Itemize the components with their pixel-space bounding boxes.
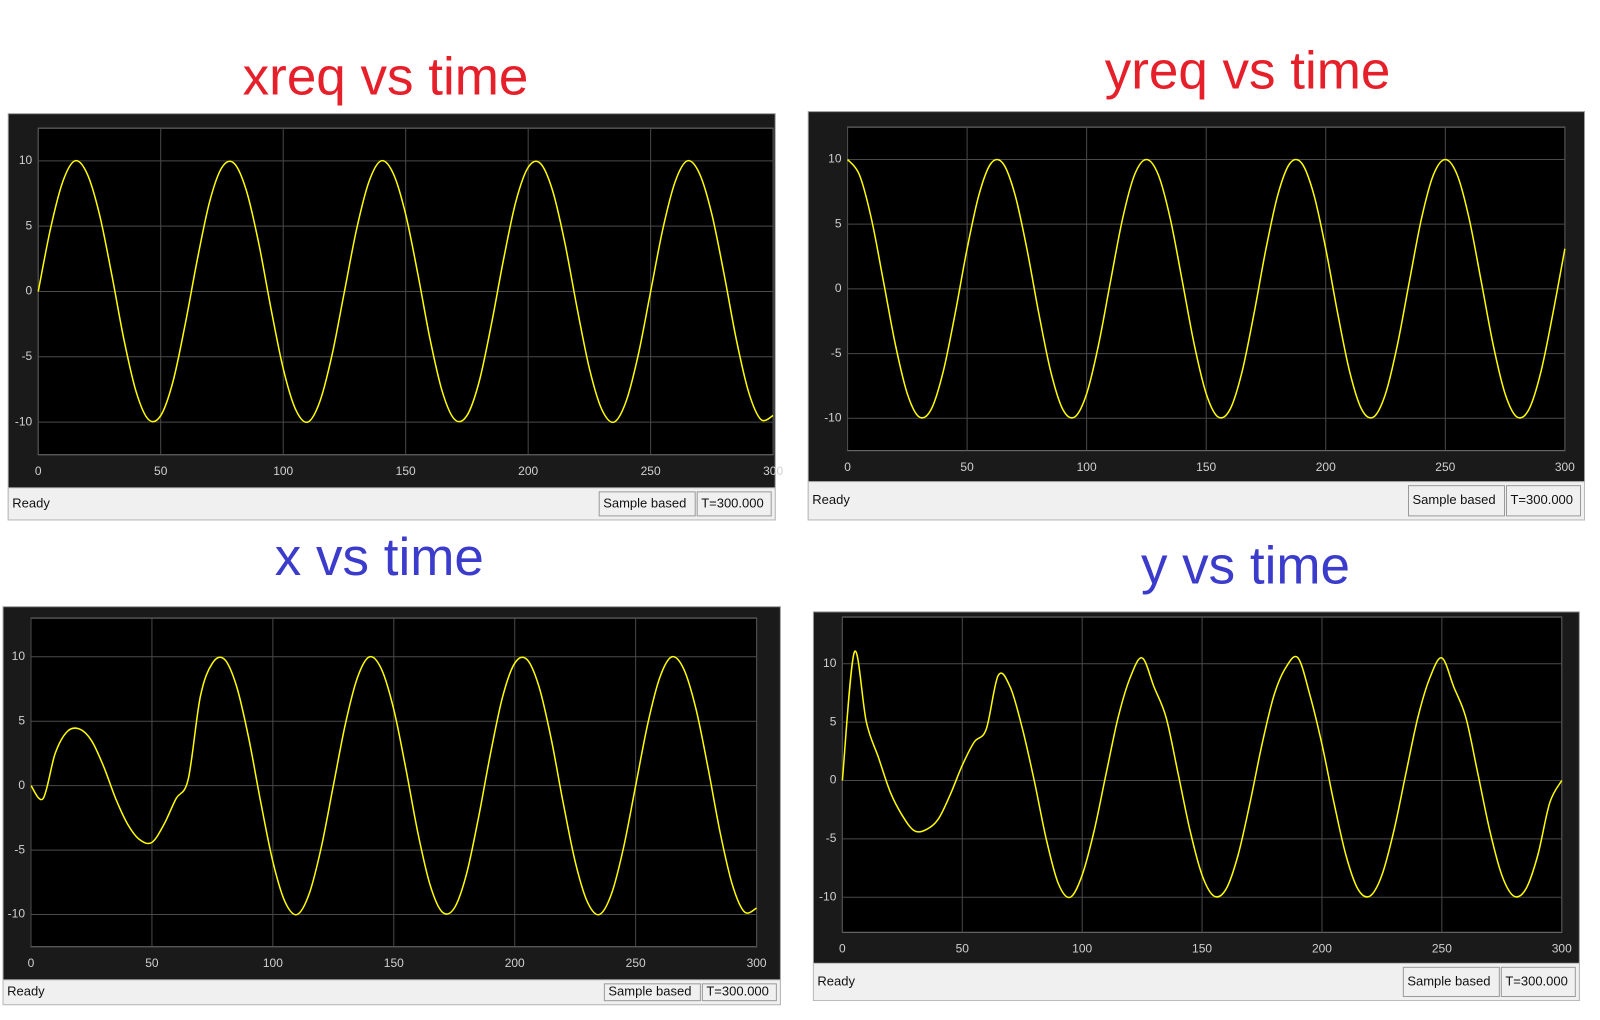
x-tick-label: 100 [273,464,293,478]
x-tick-label: 150 [1196,460,1216,474]
mode-text: Sample based [608,984,691,999]
x-tick-label: 50 [154,464,168,478]
mode-text: Sample based [1407,973,1490,988]
status-text: Ready [817,973,855,988]
x-tick-label: 150 [384,956,404,970]
y-tick-label: -5 [14,842,25,856]
time-box [696,491,772,517]
y-tick-label: 5 [830,714,837,728]
y-tick-label: -5 [826,831,837,845]
chart-title: y vs time [1141,537,1350,596]
x-tick-label: 300 [1555,460,1575,474]
x-tick-label: 100 [263,956,283,970]
y-tick-label: 0 [18,778,25,792]
x-tick-label: 200 [505,956,525,970]
y-tick-label: 10 [823,656,837,670]
time-box [1500,966,1576,998]
mode-box [1402,966,1500,998]
x-tick-label: 150 [396,464,416,478]
x-tick-label: 250 [641,464,661,478]
x-tick-label: 250 [1432,941,1452,955]
data-line [841,650,1563,899]
x-tick-label: 50 [956,941,970,955]
y-tick-label: 10 [828,152,842,166]
x-tick-label: 0 [28,956,35,970]
x-tick-label: 300 [747,956,767,970]
y-tick-label: -10 [824,410,842,424]
chart-title: xreq vs time [243,48,529,107]
x-tick-label: 200 [518,464,538,478]
time-box [1505,485,1581,517]
y-tick-label: -10 [819,889,837,903]
chart-title: yreq vs time [1105,41,1391,100]
x-tick-label: 250 [626,956,646,970]
status-text: Ready [7,984,45,999]
y-tick-label: 10 [19,153,33,167]
mode-box [1407,485,1505,517]
data-line [37,159,774,424]
status-text: Ready [12,495,50,510]
mode-text: Sample based [1412,492,1495,507]
x-tick-label: 0 [844,460,851,474]
x-tick-label: 200 [1312,941,1332,955]
x-tick-label: 250 [1435,460,1455,474]
y-tick-label: 0 [830,773,837,787]
x-tick-label: 150 [1192,941,1212,955]
x-tick-label: 50 [960,460,974,474]
mode-box [603,983,701,1002]
x-tick-label: 100 [1072,941,1092,955]
y-tick-label: 5 [26,218,33,232]
time-box [701,983,777,1002]
y-tick-label: -5 [22,349,33,363]
time-text: T=300.000 [701,495,764,510]
time-text: T=300.000 [706,984,769,999]
chart-title: x vs time [275,528,484,587]
time-text: T=300.000 [1505,973,1568,988]
x-tick-label: 0 [839,941,846,955]
x-tick-label: 50 [145,956,159,970]
y-tick-label: -5 [831,346,842,360]
y-tick-label: -10 [8,907,26,921]
mode-text: Sample based [603,495,686,510]
x-tick-label: 300 [1552,941,1572,955]
y-tick-label: 5 [18,713,25,727]
data-line [30,655,757,916]
y-tick-label: 5 [835,216,842,230]
y-tick-label: -10 [15,414,33,428]
x-tick-label: 300 [763,464,783,478]
y-tick-label: 0 [26,284,33,298]
y-tick-label: 0 [835,281,842,295]
x-tick-label: 100 [1077,460,1097,474]
x-tick-label: 200 [1316,460,1336,474]
x-tick-label: 0 [35,464,42,478]
time-text: T=300.000 [1510,492,1573,507]
y-tick-label: 10 [12,649,26,663]
status-text: Ready [812,492,850,507]
data-line [846,158,1566,419]
mode-box [598,491,696,517]
